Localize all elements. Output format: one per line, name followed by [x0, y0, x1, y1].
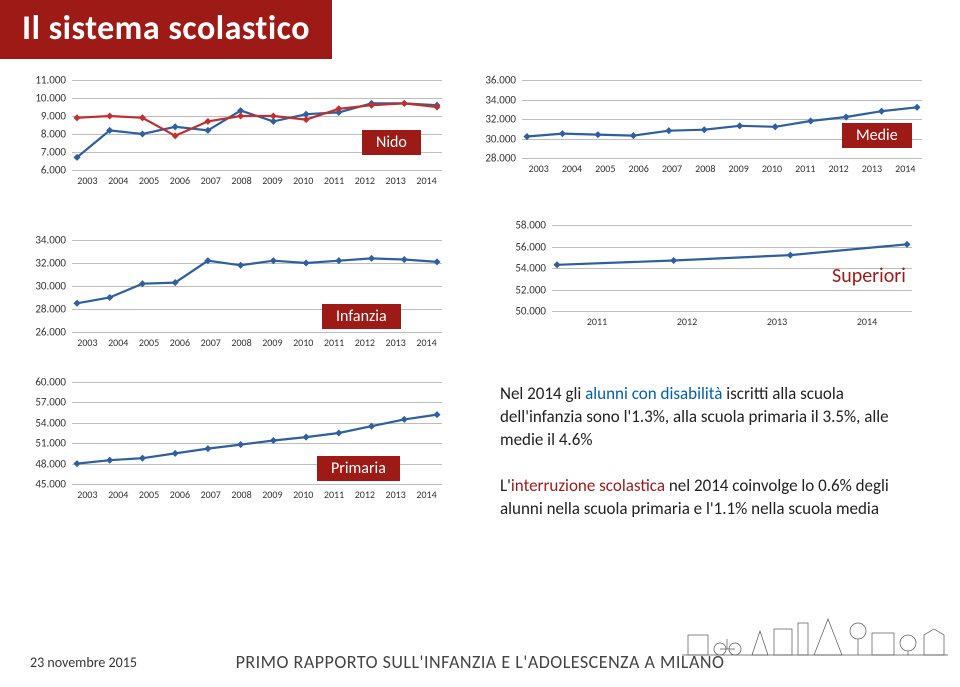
x-tick-label: 2007	[655, 162, 688, 175]
x-tick-label: 2014	[822, 315, 912, 328]
y-tick-label: 58.000	[515, 219, 546, 232]
x-tick-label: 2008	[689, 162, 722, 175]
x-tick-label: 2013	[380, 488, 411, 501]
x-tick-label: 2003	[522, 162, 555, 175]
x-tick-label: 2010	[288, 488, 319, 501]
y-tick-label: 30.000	[35, 280, 66, 293]
x-tick-label: 2012	[822, 162, 855, 175]
x-tick-label: 2005	[134, 336, 165, 349]
x-tick-label: 2010	[288, 174, 319, 187]
y-tick-label: 60.000	[35, 376, 66, 389]
paragraph-dropout: L'interruzione scolastica nel 2014 coinv…	[500, 475, 920, 521]
y-tick-label: 6.000	[41, 164, 66, 177]
x-tick-label: 2011	[319, 488, 350, 501]
chart-label: Nido	[362, 130, 421, 155]
y-tick-label: 26.000	[35, 326, 66, 339]
p2-a: L'	[500, 475, 511, 496]
y-tick-label: 36.000	[485, 74, 516, 87]
p1-emph: alunni con disabilità	[585, 383, 726, 404]
x-tick-label: 2007	[195, 336, 226, 349]
x-tick-label: 2008	[226, 488, 257, 501]
x-tick-label: 2011	[319, 336, 350, 349]
x-tick-label: 2006	[622, 162, 655, 175]
chart-infanzia: 34.00032.00030.00028.00026.0002003200420…	[22, 240, 442, 352]
x-tick-label: 2006	[164, 174, 195, 187]
x-tick-label: 2005	[134, 174, 165, 187]
y-tick-label: 28.000	[485, 152, 516, 165]
y-tick-label: 54.000	[35, 416, 66, 429]
x-tick-label: 2014	[889, 162, 922, 175]
x-tick-label: 2008	[226, 336, 257, 349]
y-tick-label: 11.000	[35, 74, 66, 87]
x-tick-label: 2006	[164, 488, 195, 501]
y-tick-label: 9.000	[41, 110, 66, 123]
y-tick-label: 34.000	[485, 93, 516, 106]
footer-illustration-icon	[680, 609, 950, 657]
p1-a: Nel 2014 gli	[500, 383, 585, 404]
x-tick-label: 2010	[755, 162, 788, 175]
chart-medie: 36.00034.00032.00030.00028.0002003200420…	[472, 80, 922, 178]
x-tick-label: 2004	[555, 162, 588, 175]
x-tick-label: 2012	[349, 174, 380, 187]
y-tick-label: 50.000	[515, 305, 546, 318]
x-tick-label: 2006	[164, 336, 195, 349]
x-tick-label: 2007	[195, 174, 226, 187]
y-tick-label: 10.000	[35, 92, 66, 105]
y-tick-label: 34.000	[35, 234, 66, 247]
x-tick-label: 2014	[411, 488, 442, 501]
x-tick-label: 2003	[72, 488, 103, 501]
x-tick-label: 2010	[288, 336, 319, 349]
x-tick-label: 2009	[257, 174, 288, 187]
y-tick-label: 48.000	[35, 457, 66, 470]
x-tick-label: 2007	[195, 488, 226, 501]
chart-nido: 11.00010.0009.0008.0007.0006.00020032004…	[22, 80, 442, 190]
paragraph-disability: Nel 2014 gli alunni con disabilità iscri…	[500, 383, 920, 452]
y-tick-label: 28.000	[35, 303, 66, 316]
footer-report-title: PRIMO RAPPORTO SULL'INFANZIA E L'ADOLESC…	[0, 651, 960, 673]
y-tick-label: 8.000	[41, 128, 66, 141]
superiori-label: Superiori	[832, 264, 906, 288]
x-tick-label: 2004	[103, 174, 134, 187]
x-tick-label: 2012	[642, 315, 732, 328]
y-tick-label: 57.000	[35, 396, 66, 409]
x-tick-label: 2011	[789, 162, 822, 175]
x-tick-label: 2009	[257, 488, 288, 501]
x-tick-label: 2005	[134, 488, 165, 501]
x-tick-label: 2004	[103, 488, 134, 501]
x-tick-label: 2005	[589, 162, 622, 175]
x-tick-label: 2014	[411, 174, 442, 187]
x-tick-label: 2009	[257, 336, 288, 349]
x-tick-label: 2011	[319, 174, 350, 187]
y-tick-label: 32.000	[35, 257, 66, 270]
p2-emph: interruzione scolastica	[511, 475, 669, 496]
x-tick-label: 2013	[380, 174, 411, 187]
x-tick-label: 2004	[103, 336, 134, 349]
x-tick-label: 2012	[349, 336, 380, 349]
x-tick-label: 2012	[349, 488, 380, 501]
chart-label: Infanzia	[322, 304, 401, 329]
y-tick-label: 56.000	[515, 240, 546, 253]
chart-primaria: 60.00057.00054.00051.00048.00045.0002003…	[22, 382, 442, 504]
chart-label: Medie	[842, 123, 912, 148]
page-title: Il sistema scolastico	[0, 0, 332, 59]
y-tick-label: 32.000	[485, 113, 516, 126]
x-tick-label: 2003	[72, 336, 103, 349]
x-tick-label: 2014	[411, 336, 442, 349]
y-tick-label: 30.000	[485, 132, 516, 145]
y-tick-label: 45.000	[35, 478, 66, 491]
x-tick-label: 2008	[226, 174, 257, 187]
y-tick-label: 54.000	[515, 262, 546, 275]
x-tick-label: 2013	[855, 162, 888, 175]
chart-label: Primaria	[317, 456, 400, 481]
y-tick-label: 51.000	[35, 437, 66, 450]
x-tick-label: 2013	[732, 315, 822, 328]
x-tick-label: 2003	[72, 174, 103, 187]
x-tick-label: 2009	[722, 162, 755, 175]
y-tick-label: 52.000	[515, 283, 546, 296]
y-tick-label: 7.000	[41, 146, 66, 159]
x-tick-label: 2013	[380, 336, 411, 349]
x-tick-label: 2011	[552, 315, 642, 328]
